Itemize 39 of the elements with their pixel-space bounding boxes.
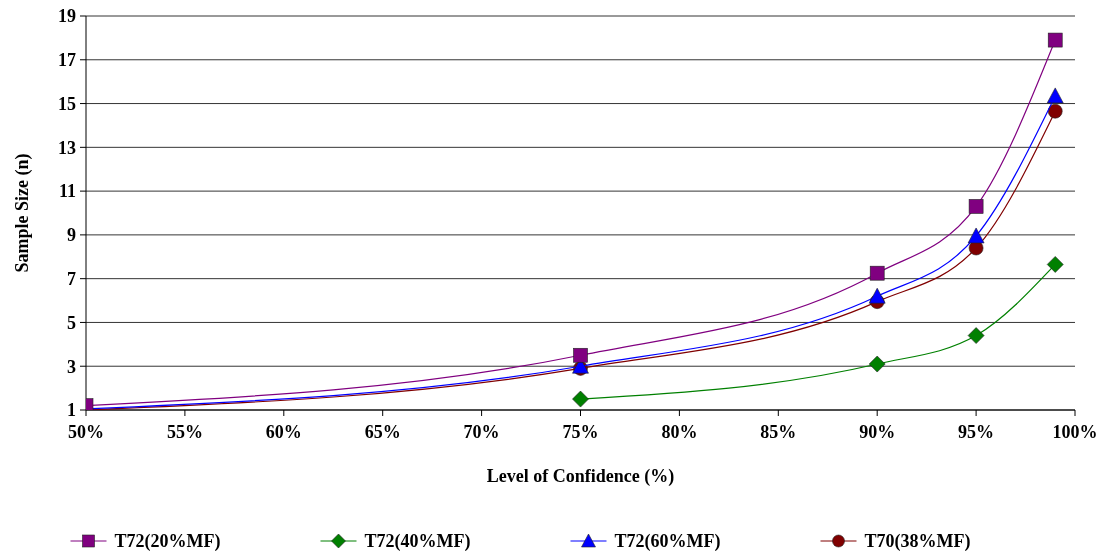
point bbox=[967, 327, 985, 344]
y-tick-label: 11 bbox=[58, 181, 76, 202]
y-tick-label: 5 bbox=[67, 312, 76, 333]
point bbox=[967, 227, 985, 244]
x-tick-label: 75% bbox=[562, 422, 599, 442]
x-tick-label: 70% bbox=[463, 422, 500, 442]
y-tick-label: 9 bbox=[67, 225, 76, 246]
x-tick-label: 65% bbox=[364, 422, 401, 442]
legend-label: T72(40%MF) bbox=[364, 531, 471, 553]
x-axis-title: Level of Confidence (%) bbox=[486, 466, 675, 487]
x-tick-label: 90% bbox=[859, 422, 896, 442]
x-tick-label: 100% bbox=[1052, 422, 1098, 442]
y-tick-label: 7 bbox=[67, 268, 76, 289]
point bbox=[572, 390, 589, 408]
y-tick-label: 13 bbox=[58, 137, 76, 158]
y-axis-title: Sample Size (n) bbox=[12, 153, 33, 273]
legend-label: T70(38%MF) bbox=[864, 531, 971, 553]
x-tick-label: 95% bbox=[958, 422, 995, 442]
point bbox=[868, 287, 886, 304]
x-tick-label: 60% bbox=[265, 422, 302, 442]
point bbox=[1047, 32, 1063, 48]
x-tick-label: 55% bbox=[166, 422, 203, 442]
y-tick-label: 19 bbox=[58, 6, 76, 27]
y-tick-label: 3 bbox=[67, 356, 76, 377]
legend-label: T72(20%MF) bbox=[114, 531, 221, 553]
point bbox=[573, 347, 588, 363]
legend-label: T72(60%MF) bbox=[614, 531, 721, 553]
point bbox=[869, 265, 885, 281]
point bbox=[968, 199, 984, 214]
y-tick-label: 1 bbox=[67, 400, 76, 421]
x-tick-label: 85% bbox=[760, 422, 797, 442]
point bbox=[1046, 87, 1064, 104]
point bbox=[1046, 256, 1064, 273]
y-tick-label: 15 bbox=[58, 93, 76, 114]
y-tick-label: 17 bbox=[58, 50, 76, 71]
x-tick-label: 50% bbox=[68, 422, 104, 442]
point bbox=[868, 355, 886, 373]
point bbox=[1047, 103, 1063, 119]
x-tick-label: 80% bbox=[661, 422, 698, 442]
